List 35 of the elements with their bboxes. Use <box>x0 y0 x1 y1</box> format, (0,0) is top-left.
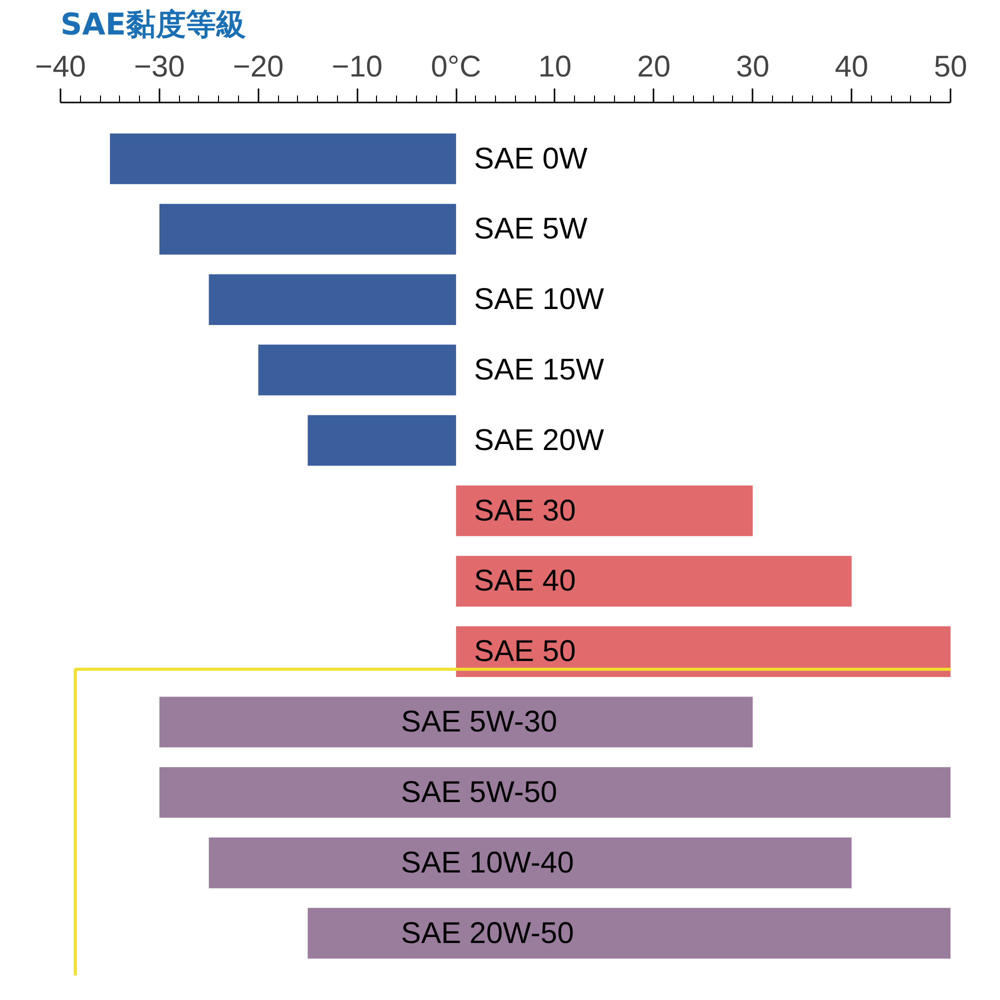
x-tick-label: 30 <box>736 50 770 84</box>
x-tick-label: 50 <box>934 50 968 84</box>
x-tick-label: 0°C <box>430 50 482 84</box>
bar <box>308 908 950 959</box>
y-tick-label: SAE 30 <box>474 494 576 528</box>
y-tick-label: SAE 10W <box>474 283 605 316</box>
bar <box>159 767 950 818</box>
y-tick-label: SAE 50 <box>474 635 576 668</box>
y-tick-label: SAE 40 <box>474 564 576 598</box>
x-tick-label: 20 <box>637 50 671 84</box>
y-tick-label: SAE 0W <box>474 142 588 176</box>
chart-title: SAE黏度等級 <box>60 8 246 42</box>
x-tick-label: −30 <box>134 50 185 84</box>
y-tick-label: SAE 15W <box>474 354 605 387</box>
x-tick-label: −40 <box>35 50 86 84</box>
y-tick-label: SAE 20W-50 <box>401 916 574 950</box>
bar <box>456 626 950 677</box>
bar <box>159 204 456 255</box>
y-tick-label: SAE 5W-50 <box>401 776 558 809</box>
x-tick-label: −20 <box>232 50 284 84</box>
bar <box>110 133 456 184</box>
bar <box>208 838 852 888</box>
x-tick-label: 10 <box>538 50 572 84</box>
bar <box>159 696 753 748</box>
y-tick-label: SAE 10W-40 <box>401 846 574 880</box>
y-tick-label: SAE 20W <box>474 424 605 457</box>
bar <box>308 415 456 466</box>
x-tick-label: 40 <box>834 50 868 84</box>
y-tick-label: SAE 5W-30 <box>401 706 558 739</box>
bar <box>456 485 753 536</box>
bar <box>456 556 852 607</box>
bar <box>258 344 456 396</box>
y-tick-label: SAE 5W <box>474 212 588 246</box>
bar <box>208 274 456 325</box>
x-tick-label: −10 <box>332 50 383 84</box>
